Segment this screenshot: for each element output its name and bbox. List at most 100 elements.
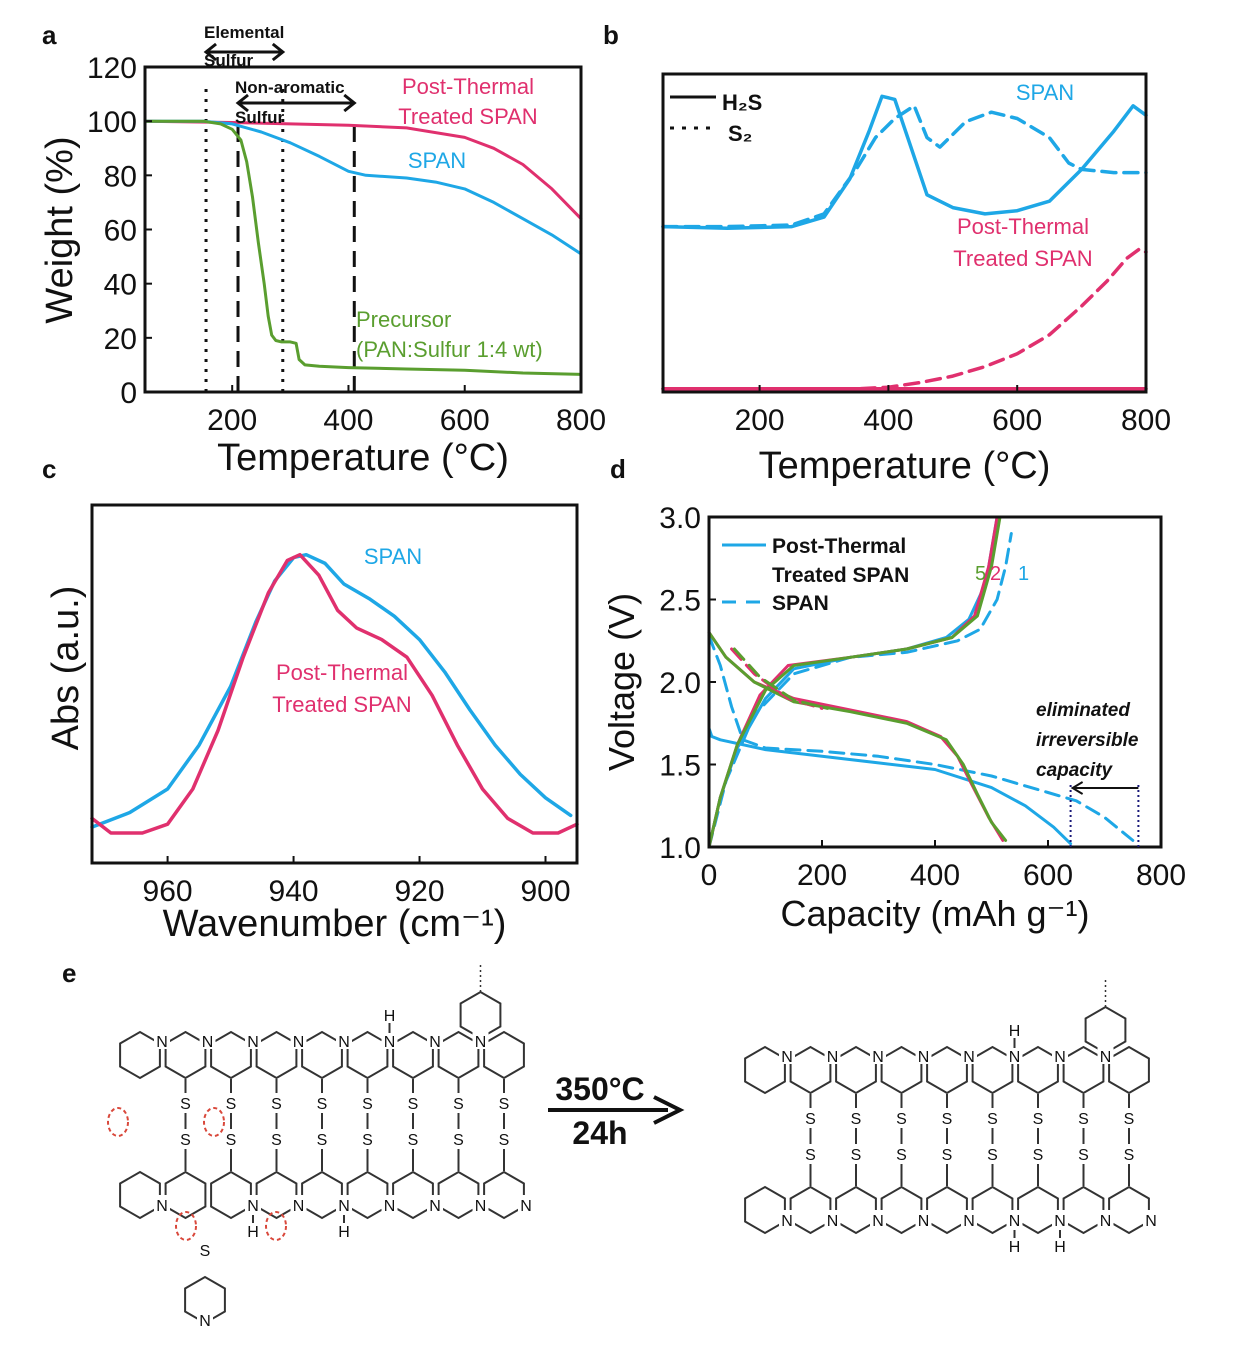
atom-label-bg bbox=[268, 1129, 285, 1147]
broken-bond-highlight bbox=[265, 1211, 287, 1241]
atom-label: N bbox=[429, 1198, 441, 1215]
y-axis-title-a: Weight (%) bbox=[39, 136, 81, 323]
x-tick-label-d: 600 bbox=[1023, 859, 1073, 892]
series-line-b bbox=[661, 94, 1148, 230]
atom-label: S bbox=[180, 1132, 191, 1149]
ring-bond bbox=[926, 1185, 968, 1235]
cycle-label-2: 2 bbox=[990, 563, 1001, 585]
x-tick-label-d: 200 bbox=[797, 859, 847, 892]
series-label-post-thermal: Treated SPAN bbox=[272, 692, 411, 717]
broken-bond-highlight bbox=[175, 1211, 197, 1241]
atom-label: S bbox=[317, 1096, 328, 1113]
atom-label-bg bbox=[1075, 1144, 1092, 1162]
annotation-irreversible-capacity: irreversible bbox=[1036, 730, 1139, 751]
atom-label: S bbox=[317, 1132, 328, 1149]
broken-bond-highlight bbox=[107, 1107, 129, 1137]
atom-label: N bbox=[1100, 1213, 1112, 1230]
x-tick-label-a: 200 bbox=[207, 404, 257, 437]
y-tick-label-a: 20 bbox=[104, 323, 137, 356]
ring-bond bbox=[483, 1030, 525, 1080]
series-line-a bbox=[143, 119, 583, 221]
atom-label: S bbox=[896, 1111, 907, 1128]
atom-label-bg bbox=[223, 1093, 239, 1111]
reaction-condition: 24h bbox=[572, 1115, 627, 1151]
atom-label-bg bbox=[314, 1129, 330, 1147]
atom-label-bg bbox=[1030, 1108, 1046, 1126]
series-line-d bbox=[707, 726, 1073, 846]
x-tick-label-a: 400 bbox=[323, 404, 373, 437]
atom-label-bg bbox=[1006, 1020, 1023, 1038]
atom-label-bg bbox=[336, 1221, 352, 1239]
atom-label: H bbox=[1009, 1023, 1021, 1040]
atom-label: N bbox=[963, 1049, 975, 1066]
ring-bond bbox=[744, 1185, 786, 1235]
atom-label-bg bbox=[496, 1129, 512, 1147]
ring-bond bbox=[880, 1045, 923, 1095]
atom-label: N bbox=[247, 1034, 259, 1051]
atom-label-bg bbox=[381, 1195, 398, 1213]
x-tick-label-c: 900 bbox=[520, 875, 570, 908]
atom-label-bg bbox=[1052, 1046, 1068, 1064]
atom-label-bg bbox=[870, 1210, 886, 1228]
y-tick-label-d: 1.0 bbox=[659, 832, 701, 865]
atom-label-bg bbox=[802, 1108, 819, 1126]
ring-bond bbox=[835, 1185, 877, 1235]
series-line-d bbox=[707, 631, 1005, 842]
atom-label: N bbox=[338, 1198, 350, 1215]
annotation-non-aromatic-sulfur: Non-aromatic bbox=[235, 78, 345, 97]
ring-bond bbox=[789, 1185, 832, 1235]
x-tick-label-c: 960 bbox=[143, 875, 193, 908]
ring-bond bbox=[1062, 1185, 1105, 1235]
atom-label-bg bbox=[984, 1144, 1001, 1162]
atom-label: N bbox=[1054, 1049, 1066, 1066]
y-axis-title-c: Abs (a.u.) bbox=[45, 586, 87, 751]
y-tick-label-d: 2.0 bbox=[659, 667, 701, 700]
atom-label: N bbox=[963, 1213, 975, 1230]
atom-label-bg bbox=[779, 1210, 795, 1228]
series-line-d bbox=[707, 631, 1008, 842]
atom-label-bg bbox=[915, 1210, 932, 1228]
atom-label-bg bbox=[290, 1031, 307, 1049]
atom-label-bg bbox=[848, 1144, 864, 1162]
atom-label: S bbox=[987, 1147, 998, 1164]
ring-bond bbox=[880, 1185, 923, 1235]
atom-label-bg bbox=[472, 1195, 489, 1213]
atom-label: N bbox=[293, 1198, 305, 1215]
x-tick-label-b: 400 bbox=[863, 404, 913, 437]
atom-label-bg bbox=[197, 1310, 213, 1328]
y-axis-title-d: Voltage (V) bbox=[601, 593, 642, 771]
series-label-span: SPAN bbox=[1016, 80, 1074, 105]
ring-bond bbox=[301, 1170, 343, 1220]
atom-label-bg bbox=[359, 1129, 376, 1147]
atom-label-bg bbox=[824, 1210, 841, 1228]
x-tick-label-d: 0 bbox=[701, 859, 718, 892]
atom-label: S bbox=[1033, 1111, 1044, 1128]
atom-label: N bbox=[199, 1313, 211, 1330]
atom-label: N bbox=[338, 1034, 350, 1051]
atom-label-bg bbox=[154, 1031, 170, 1049]
x-axis-title-d: Capacity (mAh g⁻¹) bbox=[780, 893, 1089, 934]
atom-label: S bbox=[1078, 1111, 1089, 1128]
atom-label: N bbox=[872, 1213, 884, 1230]
cycle-label-1: 1 bbox=[1018, 563, 1029, 585]
legend-label-h2s: H₂S bbox=[722, 90, 762, 115]
atom-label: N bbox=[247, 1198, 259, 1215]
legend-label-span: SPAN bbox=[772, 592, 829, 615]
atom-label-bg bbox=[1052, 1210, 1068, 1228]
plot-frame-b bbox=[661, 72, 1148, 394]
y-tick-label-d: 3.0 bbox=[659, 502, 701, 535]
atom-label: S bbox=[362, 1132, 373, 1149]
ring-bond bbox=[789, 1045, 832, 1095]
ring-bond bbox=[1062, 1045, 1105, 1095]
legend-label-post-thermal: Treated SPAN bbox=[772, 564, 909, 587]
atom-label: S bbox=[226, 1096, 237, 1113]
atom-label-bg bbox=[197, 1240, 213, 1258]
ring-bond bbox=[926, 1045, 968, 1095]
atom-label-bg bbox=[199, 1031, 216, 1049]
atom-label-bg bbox=[268, 1093, 285, 1111]
atom-label: N bbox=[520, 1198, 532, 1215]
atom-label: S bbox=[805, 1147, 816, 1164]
ring-bond bbox=[164, 1170, 207, 1220]
atom-label: H bbox=[1054, 1239, 1066, 1256]
ring-bond bbox=[1017, 1045, 1059, 1095]
